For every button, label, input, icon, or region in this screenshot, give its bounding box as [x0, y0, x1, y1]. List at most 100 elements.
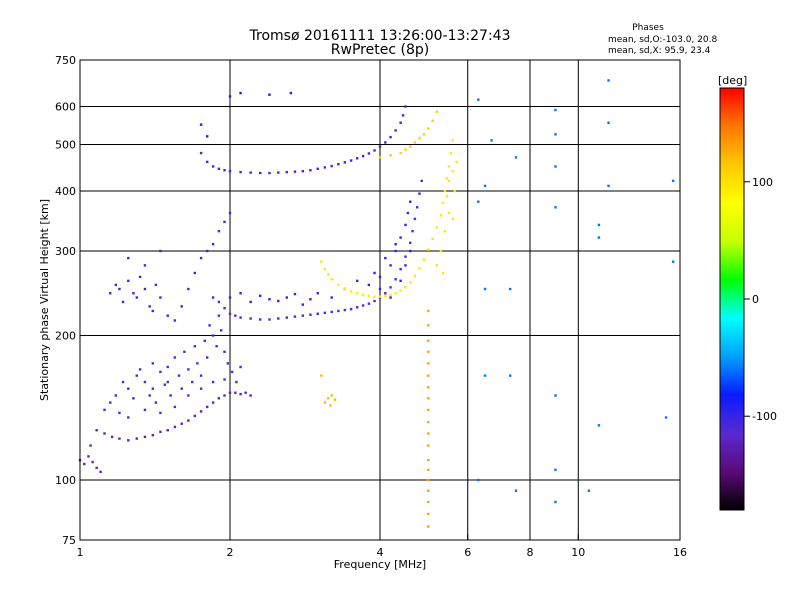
- data-point: [361, 293, 365, 297]
- data-point: [259, 294, 262, 297]
- data-point: [226, 362, 230, 365]
- data-point: [103, 432, 106, 435]
- data-point: [399, 151, 402, 155]
- x-tick-label: 4: [377, 546, 384, 559]
- data-point: [597, 223, 601, 227]
- data-point: [169, 394, 172, 397]
- data-point: [355, 306, 359, 309]
- data-point: [554, 206, 557, 209]
- data-point: [323, 401, 327, 404]
- data-point: [447, 211, 451, 215]
- data-point: [268, 318, 271, 321]
- data-point: [401, 114, 405, 117]
- data-point: [285, 296, 288, 299]
- data-point: [361, 304, 365, 307]
- data-point: [118, 287, 121, 291]
- data-point: [671, 179, 675, 183]
- data-point: [413, 141, 417, 144]
- data-point: [223, 169, 226, 172]
- data-point: [277, 317, 280, 320]
- data-point: [389, 296, 392, 299]
- data-point: [121, 380, 125, 384]
- data-point: [127, 387, 130, 390]
- data-point: [394, 249, 397, 253]
- data-point: [293, 292, 297, 296]
- data-point: [89, 444, 92, 447]
- data-point: [223, 378, 226, 381]
- data-point: [389, 286, 392, 289]
- data-point: [399, 267, 402, 271]
- data-point: [228, 312, 232, 315]
- data-point: [330, 278, 333, 281]
- data-point: [91, 460, 94, 464]
- data-point: [427, 512, 430, 516]
- data-point: [151, 362, 155, 365]
- data-point: [349, 159, 353, 162]
- data-point: [373, 299, 376, 303]
- data-point: [316, 167, 319, 171]
- data-point: [411, 229, 414, 233]
- data-point: [330, 296, 333, 299]
- data-point: [217, 397, 221, 400]
- data-point: [330, 310, 333, 314]
- data-point: [239, 170, 242, 174]
- data-point: [239, 392, 242, 396]
- data-point: [447, 179, 451, 183]
- data-point: [320, 260, 323, 263]
- data-point: [228, 391, 232, 394]
- data-point: [413, 217, 417, 221]
- data-point: [193, 345, 197, 348]
- data-point: [664, 416, 668, 419]
- data-point: [355, 292, 359, 295]
- data-point: [431, 237, 434, 241]
- data-point: [187, 419, 190, 422]
- data-point: [199, 256, 203, 260]
- data-point: [443, 189, 447, 193]
- data-point: [249, 171, 252, 174]
- data-point: [199, 151, 203, 155]
- data-point: [217, 229, 221, 233]
- data-point: [138, 368, 142, 371]
- data-point: [268, 171, 271, 175]
- data-point: [163, 383, 167, 386]
- data-point: [355, 157, 359, 160]
- data-point: [349, 307, 353, 311]
- data-point: [343, 287, 347, 291]
- data-point: [228, 169, 232, 173]
- phase-box-heading: Phases: [632, 23, 664, 33]
- x-tick-label: 10: [571, 546, 585, 559]
- data-point: [191, 380, 194, 384]
- data-point: [109, 401, 112, 404]
- data-point: [394, 292, 397, 295]
- data-point: [435, 110, 438, 113]
- data-point: [199, 123, 203, 126]
- data-point: [285, 316, 288, 319]
- data-point: [394, 129, 397, 132]
- series-group: [199, 105, 407, 175]
- y-tick-label: 600: [55, 101, 76, 114]
- x-tick-label: 8: [527, 546, 534, 559]
- data-point: [427, 324, 430, 327]
- data-point: [127, 279, 130, 283]
- data-point: [409, 200, 412, 203]
- series-group: [228, 200, 412, 306]
- data-point: [199, 374, 203, 377]
- series-group: [477, 79, 675, 504]
- data-point: [361, 154, 365, 158]
- data-point: [323, 311, 327, 315]
- data-point: [435, 264, 438, 267]
- data-point: [249, 394, 252, 397]
- phase-box-line-x: mean, sd,X: 95.9, 23.4: [608, 46, 711, 56]
- data-point: [427, 444, 430, 447]
- data-point: [215, 345, 218, 348]
- data-point: [211, 334, 215, 337]
- data-point: [451, 169, 455, 173]
- data-point: [148, 305, 151, 308]
- data-point: [435, 226, 438, 229]
- data-point: [114, 283, 118, 287]
- data-point: [514, 489, 518, 492]
- data-point: [554, 165, 557, 168]
- data-point: [301, 303, 305, 306]
- data-point: [301, 314, 305, 317]
